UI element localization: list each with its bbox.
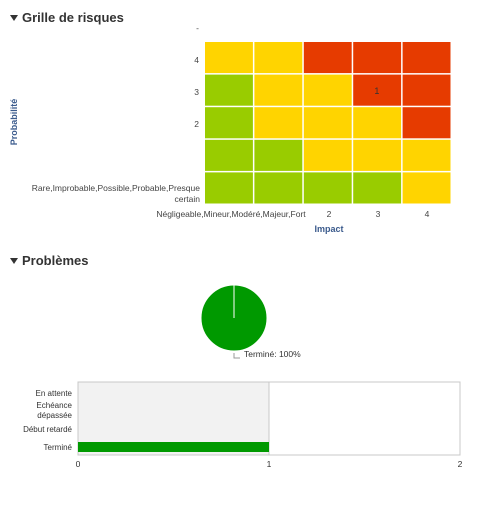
heatmap-cell bbox=[402, 172, 451, 204]
heatmap-cell bbox=[303, 42, 352, 74]
x-tick-label: 3 bbox=[376, 209, 381, 219]
heatmap-cell bbox=[353, 172, 402, 204]
bar-category-label: Echéance bbox=[36, 401, 72, 410]
heatmap-cell bbox=[402, 107, 451, 139]
x-axis-title: Impact bbox=[314, 224, 343, 234]
bar bbox=[78, 442, 269, 452]
heatmap-cell bbox=[254, 107, 303, 139]
risk-grid-section-toggle[interactable]: Grille de risques bbox=[10, 10, 124, 25]
y-tick-label: 2 bbox=[194, 119, 199, 129]
collapse-arrow-icon bbox=[10, 14, 18, 21]
heatmap-cell bbox=[353, 139, 402, 171]
y-tick-label: certain bbox=[174, 194, 200, 204]
heatmap-cell bbox=[254, 172, 303, 204]
problems-section-toggle[interactable]: Problèmes bbox=[10, 253, 88, 268]
heatmap-cell bbox=[303, 107, 352, 139]
x-tick-label: Négligeable,Mineur,Modéré,Majeur,Fort bbox=[156, 209, 306, 219]
heatmap-cell bbox=[254, 42, 303, 74]
bar-category-label: dépassée bbox=[37, 411, 72, 420]
heatmap-cell bbox=[303, 172, 352, 204]
problems-title: Problèmes bbox=[22, 253, 89, 268]
pie-label-connector bbox=[233, 353, 240, 359]
heatmap-cell bbox=[205, 74, 253, 106]
heatmap-cell bbox=[402, 139, 451, 171]
heatmap-cell bbox=[254, 74, 303, 106]
y-tick-label: 4 bbox=[194, 55, 199, 65]
heatmap-cell bbox=[402, 74, 451, 106]
heatmap-cell-value: 1 bbox=[374, 86, 379, 96]
heatmap-cell bbox=[205, 107, 253, 139]
bar-category-label: En attente bbox=[36, 389, 73, 398]
x-tick-label: 1 bbox=[267, 459, 272, 469]
x-tick-label: 4 bbox=[425, 209, 430, 219]
bar-category-label: Début retardé bbox=[23, 425, 72, 434]
heatmap-cell bbox=[205, 139, 253, 171]
heatmap-cell bbox=[303, 139, 352, 171]
y-tick-label: - bbox=[196, 23, 199, 33]
y-axis-title: Probabilité bbox=[9, 99, 19, 146]
heatmap-cell bbox=[205, 172, 253, 204]
x-tick-label: 0 bbox=[76, 459, 81, 469]
x-tick-label: 2 bbox=[327, 209, 332, 219]
risk-heatmap: 1 Rare,Improbable,Possible,Probable,Presq… bbox=[9, 23, 451, 234]
heatmap-cell bbox=[254, 139, 303, 171]
y-tick-label: 3 bbox=[194, 87, 199, 97]
y-tick-label: Rare,Improbable,Possible,Probable,Presqu… bbox=[32, 183, 200, 193]
pie-data-label: Terminé: 100% bbox=[244, 349, 301, 359]
heatmap-cell bbox=[353, 42, 402, 74]
heatmap-cell bbox=[353, 107, 402, 139]
heatmap-cell bbox=[353, 74, 402, 106]
heatmap-cell bbox=[205, 42, 253, 74]
heatmap-cell bbox=[303, 74, 352, 106]
collapse-arrow-icon bbox=[10, 257, 18, 264]
plot-border bbox=[77, 381, 461, 456]
risk-grid-title: Grille de risques bbox=[22, 10, 124, 25]
x-tick-label: 2 bbox=[458, 459, 463, 469]
bar-category-label: Terminé bbox=[44, 443, 73, 452]
status-pie-chart: Terminé: 100% bbox=[200, 284, 301, 359]
heatmap-cell bbox=[402, 42, 451, 74]
